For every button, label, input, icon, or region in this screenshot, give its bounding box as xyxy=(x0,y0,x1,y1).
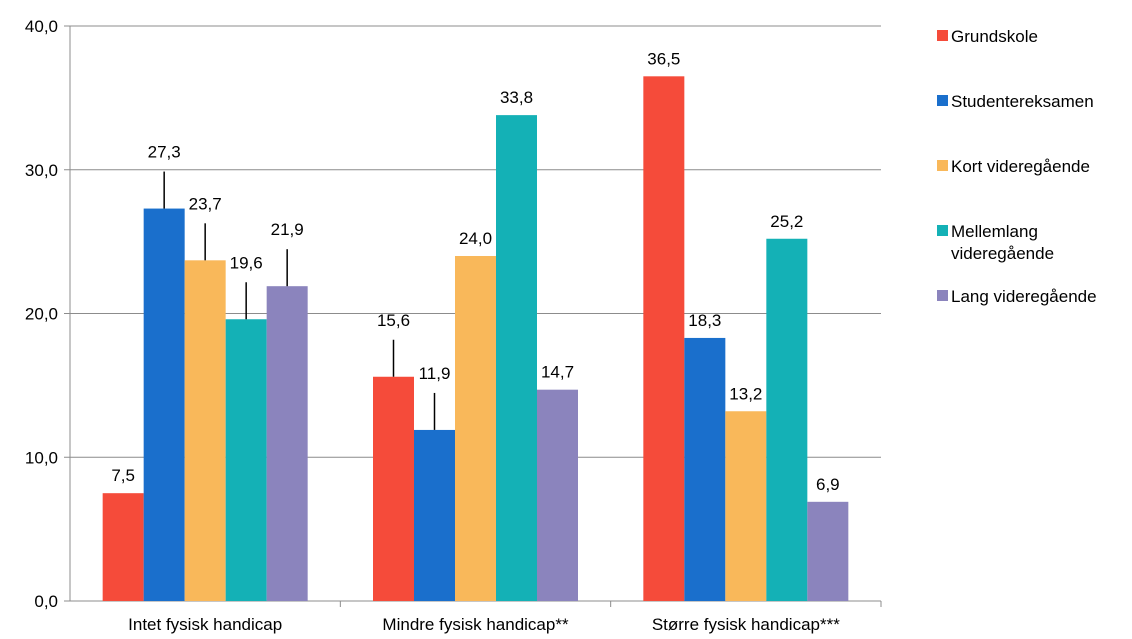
legend-swatch xyxy=(937,160,948,171)
bar xyxy=(373,376,414,601)
legend-label: Lang videregående xyxy=(951,287,1097,306)
bar xyxy=(455,256,496,601)
data-label: 14,7 xyxy=(541,363,574,382)
legend-swatch xyxy=(937,290,948,301)
bar xyxy=(537,389,578,601)
data-label: 27,3 xyxy=(148,143,181,162)
y-tick-label: 30,0 xyxy=(25,161,58,180)
bar xyxy=(766,238,808,601)
bar xyxy=(414,429,455,601)
data-label: 6,9 xyxy=(816,475,840,494)
category-label: Intet fysisk handicap xyxy=(128,615,282,634)
data-label: 36,5 xyxy=(647,49,680,68)
bar xyxy=(643,76,685,601)
legend-swatch xyxy=(937,225,948,236)
y-tick-label: 0,0 xyxy=(34,592,58,611)
data-label: 23,7 xyxy=(189,194,222,213)
category-label: Større fysisk handicap*** xyxy=(652,615,840,634)
legend-label: Studentereksamen xyxy=(951,92,1094,111)
legend-label: Grundskole xyxy=(951,27,1038,46)
data-label: 13,2 xyxy=(729,384,762,403)
y-tick-label: 20,0 xyxy=(25,305,58,324)
category-label: Mindre fysisk handicap** xyxy=(382,615,569,634)
bar xyxy=(807,501,849,601)
y-tick-label: 40,0 xyxy=(25,17,58,36)
bar xyxy=(725,411,767,601)
bar xyxy=(102,493,144,601)
data-label: 15,6 xyxy=(377,311,410,330)
bar xyxy=(496,115,537,601)
data-label: 21,9 xyxy=(271,220,304,239)
data-label: 18,3 xyxy=(688,311,721,330)
data-label: 24,0 xyxy=(459,229,492,248)
legend-label: Kort videregående xyxy=(951,157,1090,176)
data-label: 33,8 xyxy=(500,88,533,107)
legend-swatch xyxy=(937,30,948,41)
legend-label: Mellemlang videregående xyxy=(951,222,1054,263)
bar xyxy=(143,208,185,601)
legend-swatch xyxy=(937,95,948,106)
y-tick-label: 10,0 xyxy=(25,448,58,467)
bar xyxy=(184,260,226,601)
bar xyxy=(225,319,267,601)
data-label: 25,2 xyxy=(770,212,803,231)
data-label: 7,5 xyxy=(111,466,135,485)
data-label: 11,9 xyxy=(419,364,451,383)
data-label: 19,6 xyxy=(230,253,263,272)
bar xyxy=(266,286,308,601)
bar xyxy=(684,337,726,601)
